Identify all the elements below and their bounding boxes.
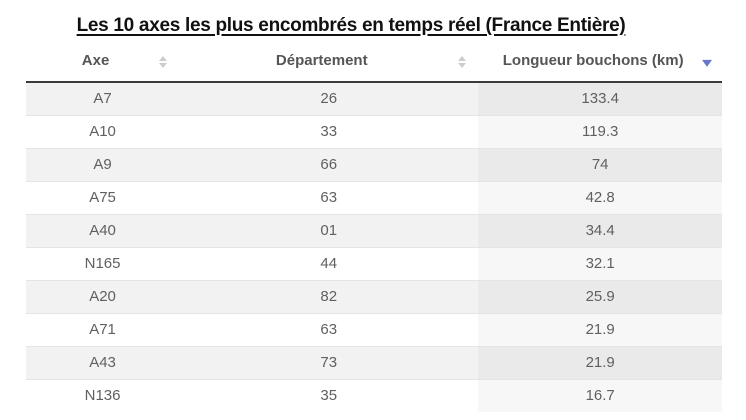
- cell-longueur-bouchons-km: 21.9: [478, 345, 722, 379]
- column-header-axe[interactable]: Axe: [26, 44, 180, 83]
- table-row: A75 63 42.8: [26, 180, 722, 214]
- cell-departement: 82: [179, 279, 479, 313]
- cell-axe: N165: [26, 246, 180, 280]
- cell-longueur-bouchons-km: 42.8: [478, 180, 722, 214]
- cell-longueur-bouchons-km: 25.9: [478, 279, 722, 313]
- cell-axe: A43: [26, 345, 180, 379]
- traffic-table: Axe Département Longueur bouchons (km) A…: [26, 44, 722, 412]
- cell-departement: 44: [179, 246, 479, 280]
- table-row: A9 66 74: [26, 147, 722, 181]
- cell-axe: A9: [26, 147, 180, 181]
- table-row: A40 01 34.4: [26, 213, 722, 247]
- table-body: A7 26 133.4 A10 33 119.3 A9 66 74 A75 63 42.8 A40 01 3…: [26, 81, 722, 412]
- table-row: A7 26 133.4: [26, 81, 722, 115]
- cell-longueur-bouchons-km: 74: [478, 147, 722, 181]
- cell-departement: 73: [179, 345, 479, 379]
- column-header-label: Département: [275, 52, 368, 69]
- cell-departement: 63: [179, 312, 479, 346]
- cell-axe: A71: [26, 312, 180, 346]
- column-header-departement[interactable]: Département: [179, 44, 479, 83]
- cell-longueur-bouchons-km: 21.9: [478, 312, 722, 346]
- sort-descending-icon[interactable]: [702, 59, 712, 67]
- cell-departement: 63: [179, 180, 479, 214]
- table-row: A10 33 119.3: [26, 114, 722, 148]
- cell-axe: A7: [26, 81, 180, 115]
- table-header-row: Axe Département Longueur bouchons (km): [26, 44, 722, 83]
- table-row: N165 44 32.1: [26, 246, 722, 280]
- table-row: A20 82 25.9: [26, 279, 722, 313]
- sort-toggle-icon[interactable]: [159, 55, 168, 68]
- cell-longueur-bouchons-km: 16.7: [478, 378, 722, 412]
- page-title: Les 10 axes les plus encombrés en temps …: [76, 15, 626, 36]
- sort-toggle-icon[interactable]: [458, 55, 467, 68]
- cell-axe: A40: [26, 213, 180, 247]
- column-header-label: Axe: [81, 52, 110, 69]
- column-header-longueur-bouchons[interactable]: Longueur bouchons (km): [478, 44, 722, 83]
- table-container: Axe Département Longueur bouchons (km) A…: [26, 44, 722, 412]
- traffic-jam-table-widget: Les 10 axes les plus encombrés en temps …: [0, 15, 746, 420]
- cell-longueur-bouchons-km: 34.4: [478, 213, 722, 247]
- cell-longueur-bouchons-km: 133.4: [478, 81, 722, 115]
- column-header-label: Longueur bouchons (km): [502, 52, 684, 69]
- cell-axe: N136: [26, 378, 180, 412]
- cell-departement: 01: [179, 213, 479, 247]
- cell-longueur-bouchons-km: 32.1: [478, 246, 722, 280]
- table-row: A43 73 21.9: [26, 345, 722, 379]
- cell-departement: 33: [179, 114, 479, 148]
- table-row: N136 35 16.7: [26, 378, 722, 412]
- cell-axe: A75: [26, 180, 180, 214]
- cell-departement: 35: [179, 378, 479, 412]
- cell-longueur-bouchons-km: 119.3: [478, 114, 722, 148]
- cell-axe: A10: [26, 114, 180, 148]
- cell-departement: 66: [179, 147, 479, 181]
- cell-axe: A20: [26, 279, 180, 313]
- cell-departement: 26: [179, 81, 479, 115]
- table-row: A71 63 21.9: [26, 312, 722, 346]
